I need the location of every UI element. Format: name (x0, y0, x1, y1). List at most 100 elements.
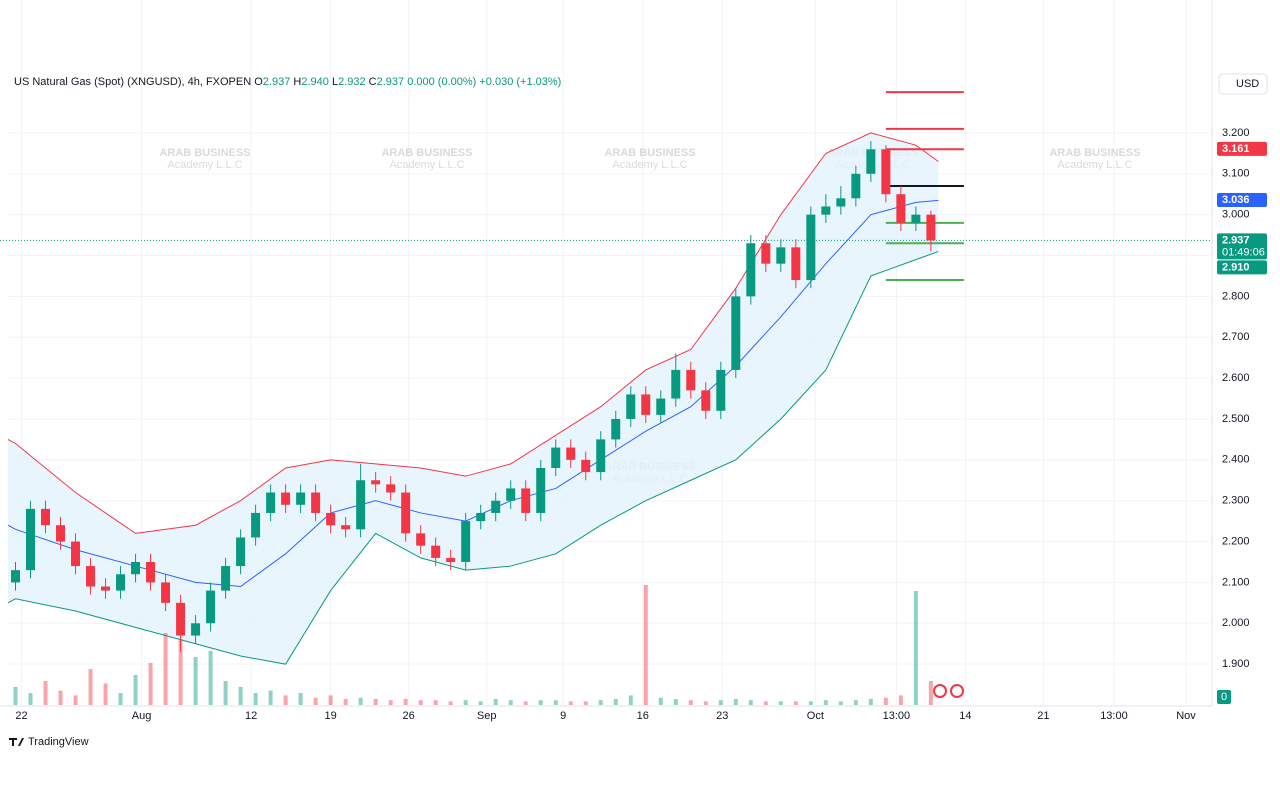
volume-bar (568, 701, 573, 705)
candle-body (551, 447, 561, 468)
candle-body (701, 390, 711, 411)
volume-bar (88, 669, 93, 705)
volume-bar (148, 663, 153, 705)
candle-body (251, 512, 261, 538)
candle-body (341, 525, 351, 530)
currency-button[interactable]: USD (1218, 73, 1268, 95)
event-icon[interactable] (933, 684, 947, 698)
currency-label[interactable]: USD (1236, 78, 1259, 90)
candle-body (626, 394, 636, 419)
candle-body (296, 492, 306, 505)
candle-body (746, 243, 756, 297)
candle-body (461, 521, 471, 562)
candle-body (221, 566, 231, 591)
volume-bar (478, 701, 483, 705)
volume-bar (463, 700, 468, 705)
price-tag-countdown: 01:49:06 (1222, 246, 1265, 258)
volume-bar (778, 701, 783, 705)
volume-bar (193, 657, 198, 705)
candle-body (71, 541, 81, 567)
volume-bar (433, 700, 438, 705)
candle-body (281, 492, 291, 505)
watermark-sub: Academy L.L.C (612, 159, 687, 171)
volume-bar (553, 700, 558, 705)
x-tick-label: 13:00 (883, 710, 911, 722)
price-tag (1217, 233, 1267, 260)
header-change: 0.000 (0.00%) (407, 76, 476, 88)
x-tick-label: Nov (1176, 710, 1196, 722)
candle-body (686, 369, 696, 391)
candle-body (761, 243, 771, 264)
header-field-value: 2.937 (263, 76, 291, 88)
volume-bar (808, 701, 813, 705)
volume-bar (253, 693, 258, 705)
watermark: ARAB BUSINESS (604, 147, 695, 159)
volume-bar (598, 700, 603, 705)
header-field-value: 2.932 (338, 76, 366, 88)
volume-tick-label: 0 (1221, 691, 1227, 703)
y-tick-label: 2.700 (1222, 331, 1250, 343)
event-icon[interactable] (950, 684, 964, 698)
candle-body (266, 492, 276, 513)
candle-body (566, 447, 576, 460)
candles (11, 141, 936, 652)
price-axis-bg (1212, 0, 1280, 803)
candle-body (926, 214, 936, 241)
header-field-key: L (332, 76, 338, 88)
volume-bar (718, 700, 723, 705)
header-field-value: 2.937 (377, 76, 405, 88)
candle-body (86, 566, 96, 587)
candle-body (401, 492, 411, 534)
volume-bar (223, 681, 228, 705)
volume-bar (853, 700, 858, 705)
candle-body (56, 525, 66, 542)
volume-tag (1217, 690, 1231, 704)
brand: TradingView (9, 736, 89, 748)
candle-body (101, 586, 111, 591)
candle-body (371, 480, 381, 485)
y-tick-label: 2.400 (1222, 454, 1250, 466)
y-tick-label: 2.800 (1222, 290, 1250, 302)
x-tick-label: 13:00 (1100, 710, 1128, 722)
band-line (7, 132, 939, 534)
x-tick-label: Aug (132, 710, 152, 722)
candle-body (806, 214, 816, 281)
candle-body (536, 467, 546, 513)
volume-bar (793, 701, 798, 705)
candle-body (521, 488, 531, 513)
time-axis-bg (0, 706, 1280, 803)
candle-body (446, 557, 456, 562)
volume-bar (358, 697, 363, 705)
volume-bar (763, 701, 768, 705)
volume-bar (628, 695, 633, 705)
currency-box[interactable] (1218, 73, 1268, 95)
y-tick-label: 3.200 (1222, 127, 1250, 139)
candle-body (896, 194, 906, 223)
candle-body (671, 369, 681, 399)
candle-body (881, 149, 891, 195)
candle-body (596, 439, 606, 473)
price-tag-label: 3.161 (1222, 143, 1250, 155)
header-change-total: +0.030 (+1.03%) (479, 76, 561, 88)
candle-body (491, 500, 501, 513)
volume-bar (268, 690, 273, 705)
y-tick-label: 1.900 (1222, 658, 1250, 670)
volume-bar (508, 700, 513, 705)
y-tick-label: 2.000 (1222, 617, 1250, 629)
volume-bar (403, 699, 408, 705)
volume-bar (13, 687, 18, 705)
volume-bar (538, 700, 543, 705)
volume-bar (298, 693, 303, 705)
volume-bar (823, 700, 828, 705)
volume-bar (178, 639, 183, 705)
candle-body (236, 537, 246, 567)
volume-bar (133, 675, 138, 705)
candle-body (131, 561, 141, 575)
volume-bar (208, 651, 213, 705)
volume-bar (733, 699, 738, 705)
candle-body (731, 296, 741, 370)
header-field-value: 2.940 (301, 76, 329, 88)
volume-bar (283, 695, 288, 705)
axis-labels: 1.900 2.000 2.100 2.200 2.300 2.400 2.500 2.600… (15, 127, 1249, 722)
